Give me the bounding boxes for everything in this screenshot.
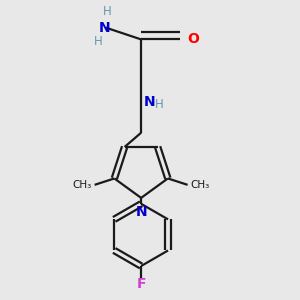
Text: N: N [144,94,156,109]
Text: N: N [135,205,147,219]
Text: F: F [136,278,146,291]
Text: H: H [155,98,164,111]
Text: H: H [94,35,103,48]
Text: N: N [98,21,110,34]
Text: CH₃: CH₃ [72,180,92,190]
Text: O: O [187,32,199,46]
Text: H: H [103,5,111,18]
Text: CH₃: CH₃ [190,180,210,190]
